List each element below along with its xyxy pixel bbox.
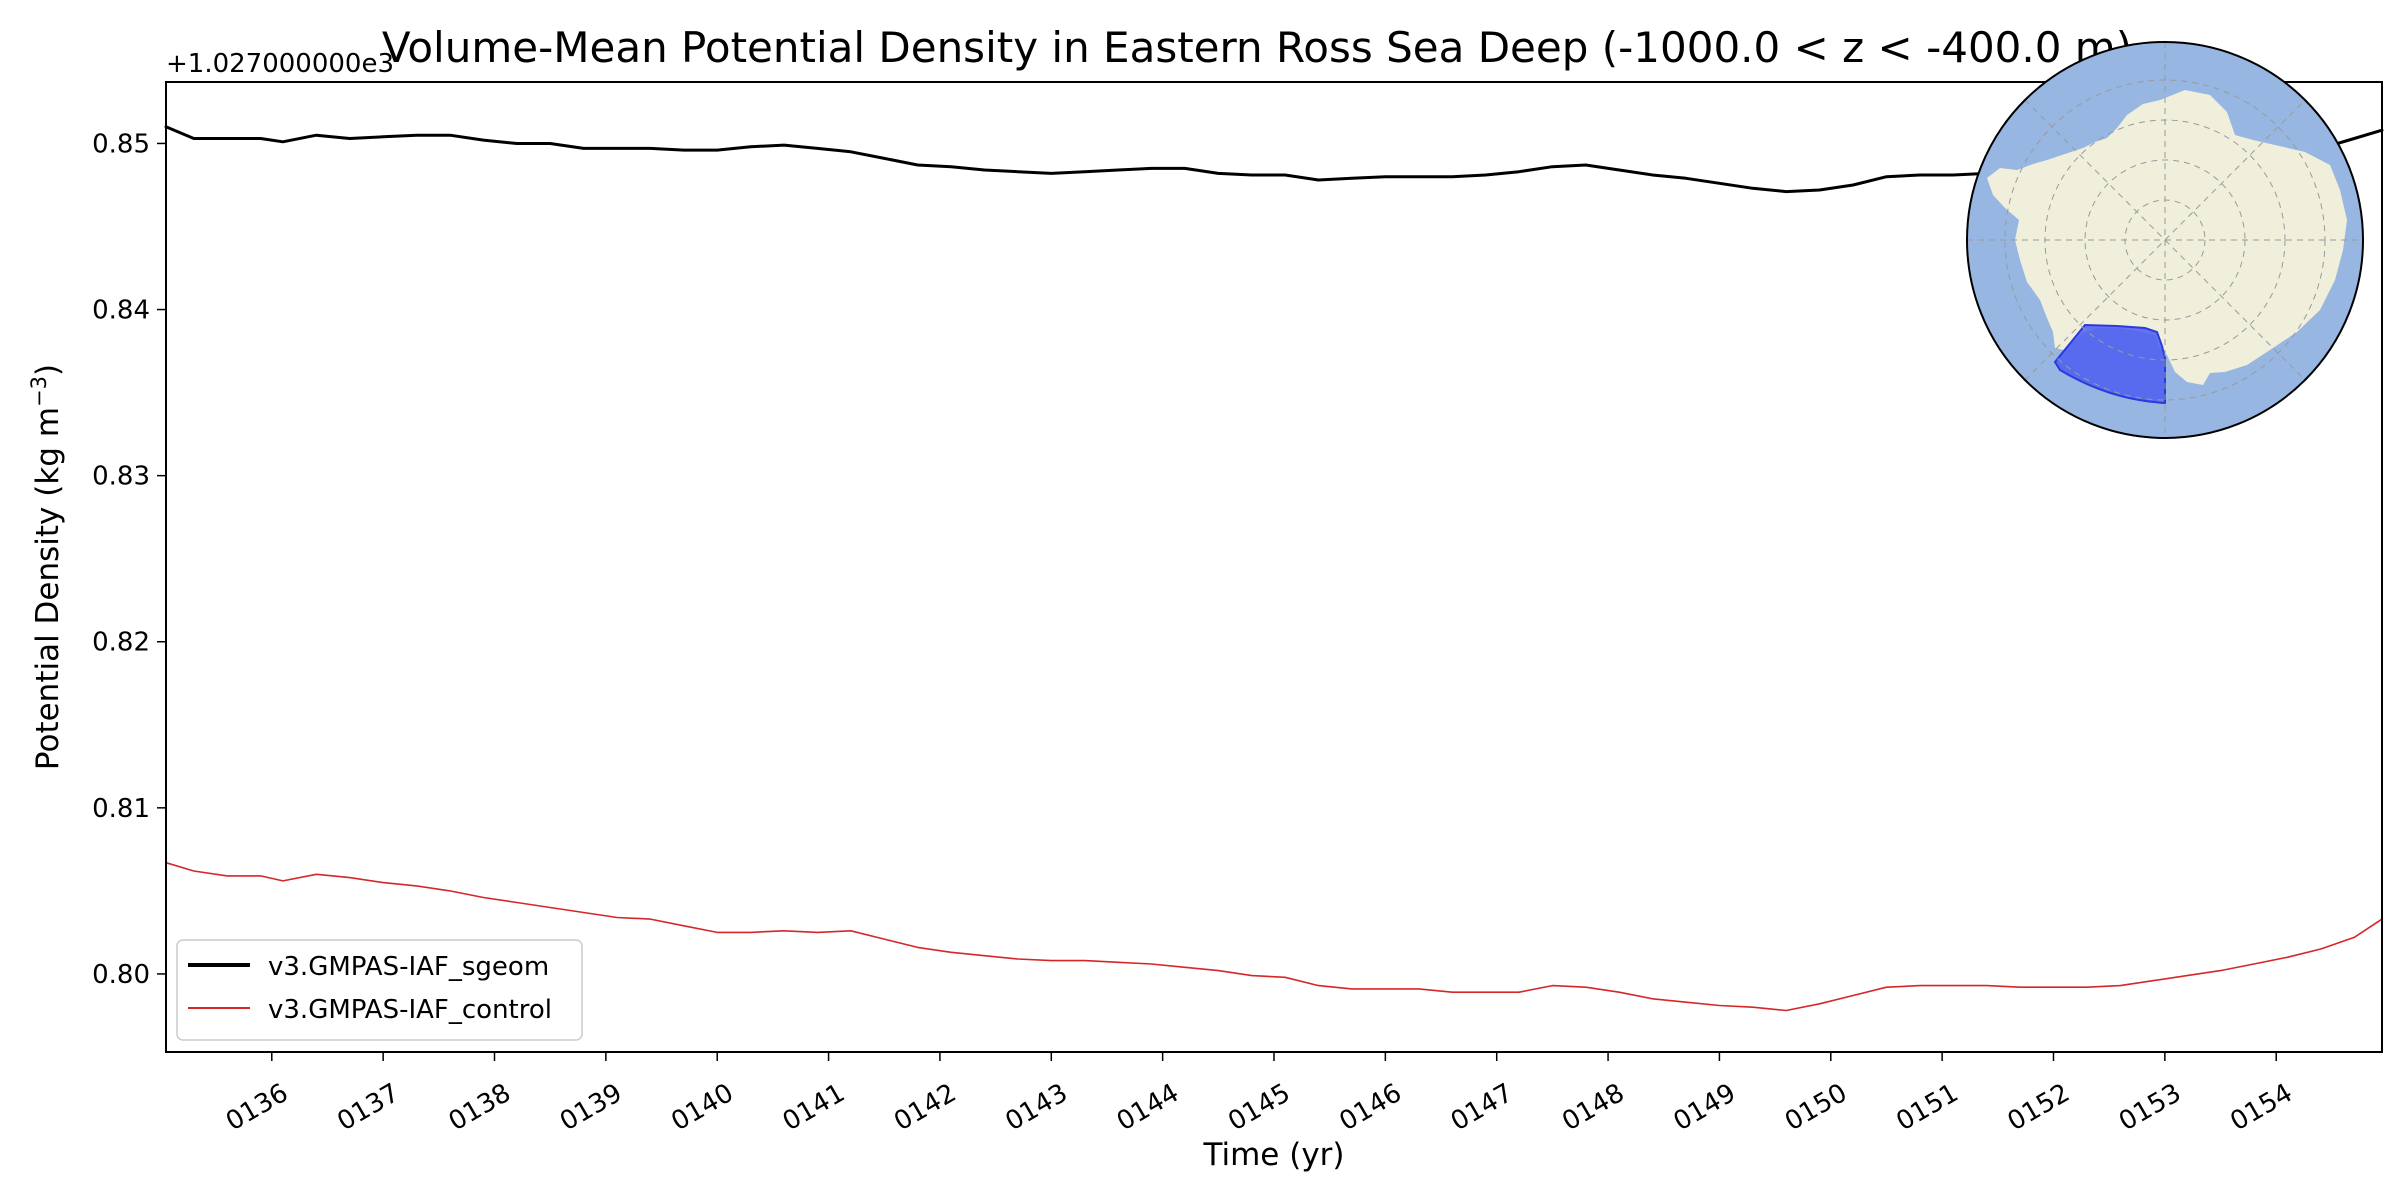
series-line-1 bbox=[165, 861, 2383, 1012]
legend: v3.GMPAS-IAF_sgeom v3.GMPAS-IAF_control bbox=[176, 939, 583, 1041]
y-axis-offset-label: +1.027000000e3 bbox=[166, 49, 394, 79]
y-tick-label: 0.83 bbox=[92, 462, 150, 492]
antarctica-inset-map bbox=[1966, 41, 2364, 439]
legend-label-sgeom: v3.GMPAS-IAF_sgeom bbox=[268, 952, 549, 982]
y-tick-label: 0.85 bbox=[92, 129, 150, 159]
y-axis-label: Potential Density (kg m−3) bbox=[27, 364, 66, 770]
y-tick-label: 0.81 bbox=[92, 794, 150, 824]
y-tick-label: 0.80 bbox=[92, 960, 150, 990]
chart-title: Volume-Mean Potential Density in Eastern… bbox=[382, 23, 2132, 72]
y-tick-label: 0.82 bbox=[92, 628, 150, 658]
legend-label-control: v3.GMPAS-IAF_control bbox=[268, 995, 552, 1025]
x-axis-label: Time (yr) bbox=[1203, 1137, 1345, 1173]
inset-border bbox=[1966, 41, 2364, 439]
y-tick-label: 0.84 bbox=[92, 296, 150, 326]
y-axis: 0.80 0.81 0.82 0.83 0.84 0.85 bbox=[92, 129, 166, 990]
inset-graticule bbox=[1967, 42, 2363, 438]
y-axis-label-exponent: −3 bbox=[27, 376, 51, 407]
legend-frame bbox=[176, 939, 583, 1041]
y-axis-label-text: Potential Density (kg m bbox=[30, 407, 66, 770]
y-axis-label-suffix: ) bbox=[30, 364, 66, 376]
eastern-ross-sea-region bbox=[2053, 323, 2166, 405]
